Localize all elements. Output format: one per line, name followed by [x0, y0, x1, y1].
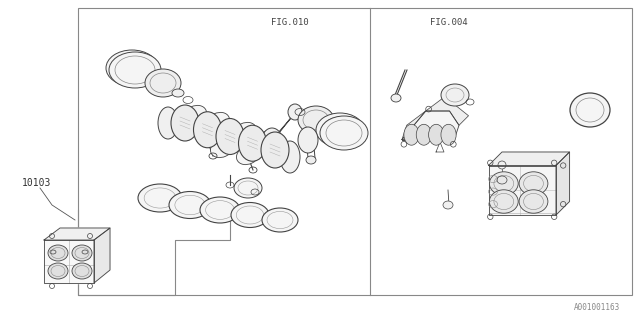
Ellipse shape [207, 112, 230, 132]
Polygon shape [94, 228, 110, 283]
Ellipse shape [158, 107, 178, 139]
Ellipse shape [236, 145, 260, 164]
Ellipse shape [257, 130, 280, 150]
Ellipse shape [519, 190, 548, 213]
Ellipse shape [193, 112, 221, 148]
Text: FIG.010: FIG.010 [271, 18, 309, 27]
Ellipse shape [72, 263, 92, 279]
Ellipse shape [443, 201, 453, 209]
Ellipse shape [429, 124, 444, 145]
Ellipse shape [48, 245, 68, 261]
Polygon shape [44, 228, 110, 240]
Text: 10103: 10103 [22, 178, 51, 188]
Ellipse shape [72, 245, 92, 261]
Text: FIG.004: FIG.004 [430, 18, 468, 27]
Ellipse shape [234, 122, 257, 142]
Ellipse shape [298, 106, 334, 134]
Bar [78, 8, 632, 295]
Polygon shape [269, 107, 299, 143]
Ellipse shape [306, 156, 316, 164]
Polygon shape [488, 152, 570, 165]
Ellipse shape [490, 190, 518, 213]
Ellipse shape [262, 128, 282, 152]
Polygon shape [488, 165, 556, 215]
Ellipse shape [106, 50, 158, 86]
Ellipse shape [280, 141, 300, 173]
Ellipse shape [570, 93, 610, 127]
Ellipse shape [262, 208, 298, 232]
Ellipse shape [441, 124, 456, 145]
Ellipse shape [288, 104, 302, 120]
Polygon shape [556, 152, 570, 215]
Ellipse shape [391, 94, 401, 102]
Ellipse shape [48, 263, 68, 279]
Ellipse shape [216, 118, 244, 155]
Polygon shape [402, 97, 468, 140]
Ellipse shape [200, 197, 240, 223]
Ellipse shape [441, 84, 469, 106]
Ellipse shape [169, 191, 211, 219]
Ellipse shape [261, 132, 289, 168]
Ellipse shape [145, 69, 181, 97]
Ellipse shape [138, 184, 182, 212]
Ellipse shape [171, 105, 199, 141]
Ellipse shape [231, 203, 269, 228]
Ellipse shape [416, 124, 431, 145]
Ellipse shape [184, 105, 207, 124]
Text: A001001163: A001001163 [573, 303, 620, 312]
Ellipse shape [234, 178, 262, 198]
Ellipse shape [490, 172, 518, 195]
Ellipse shape [211, 138, 234, 158]
Ellipse shape [298, 127, 318, 153]
Ellipse shape [320, 116, 368, 150]
Polygon shape [402, 111, 459, 140]
Ellipse shape [172, 89, 184, 97]
Ellipse shape [519, 172, 548, 195]
Ellipse shape [404, 124, 419, 145]
Ellipse shape [109, 52, 161, 88]
Ellipse shape [316, 113, 364, 147]
Ellipse shape [239, 125, 266, 161]
Polygon shape [44, 240, 94, 283]
